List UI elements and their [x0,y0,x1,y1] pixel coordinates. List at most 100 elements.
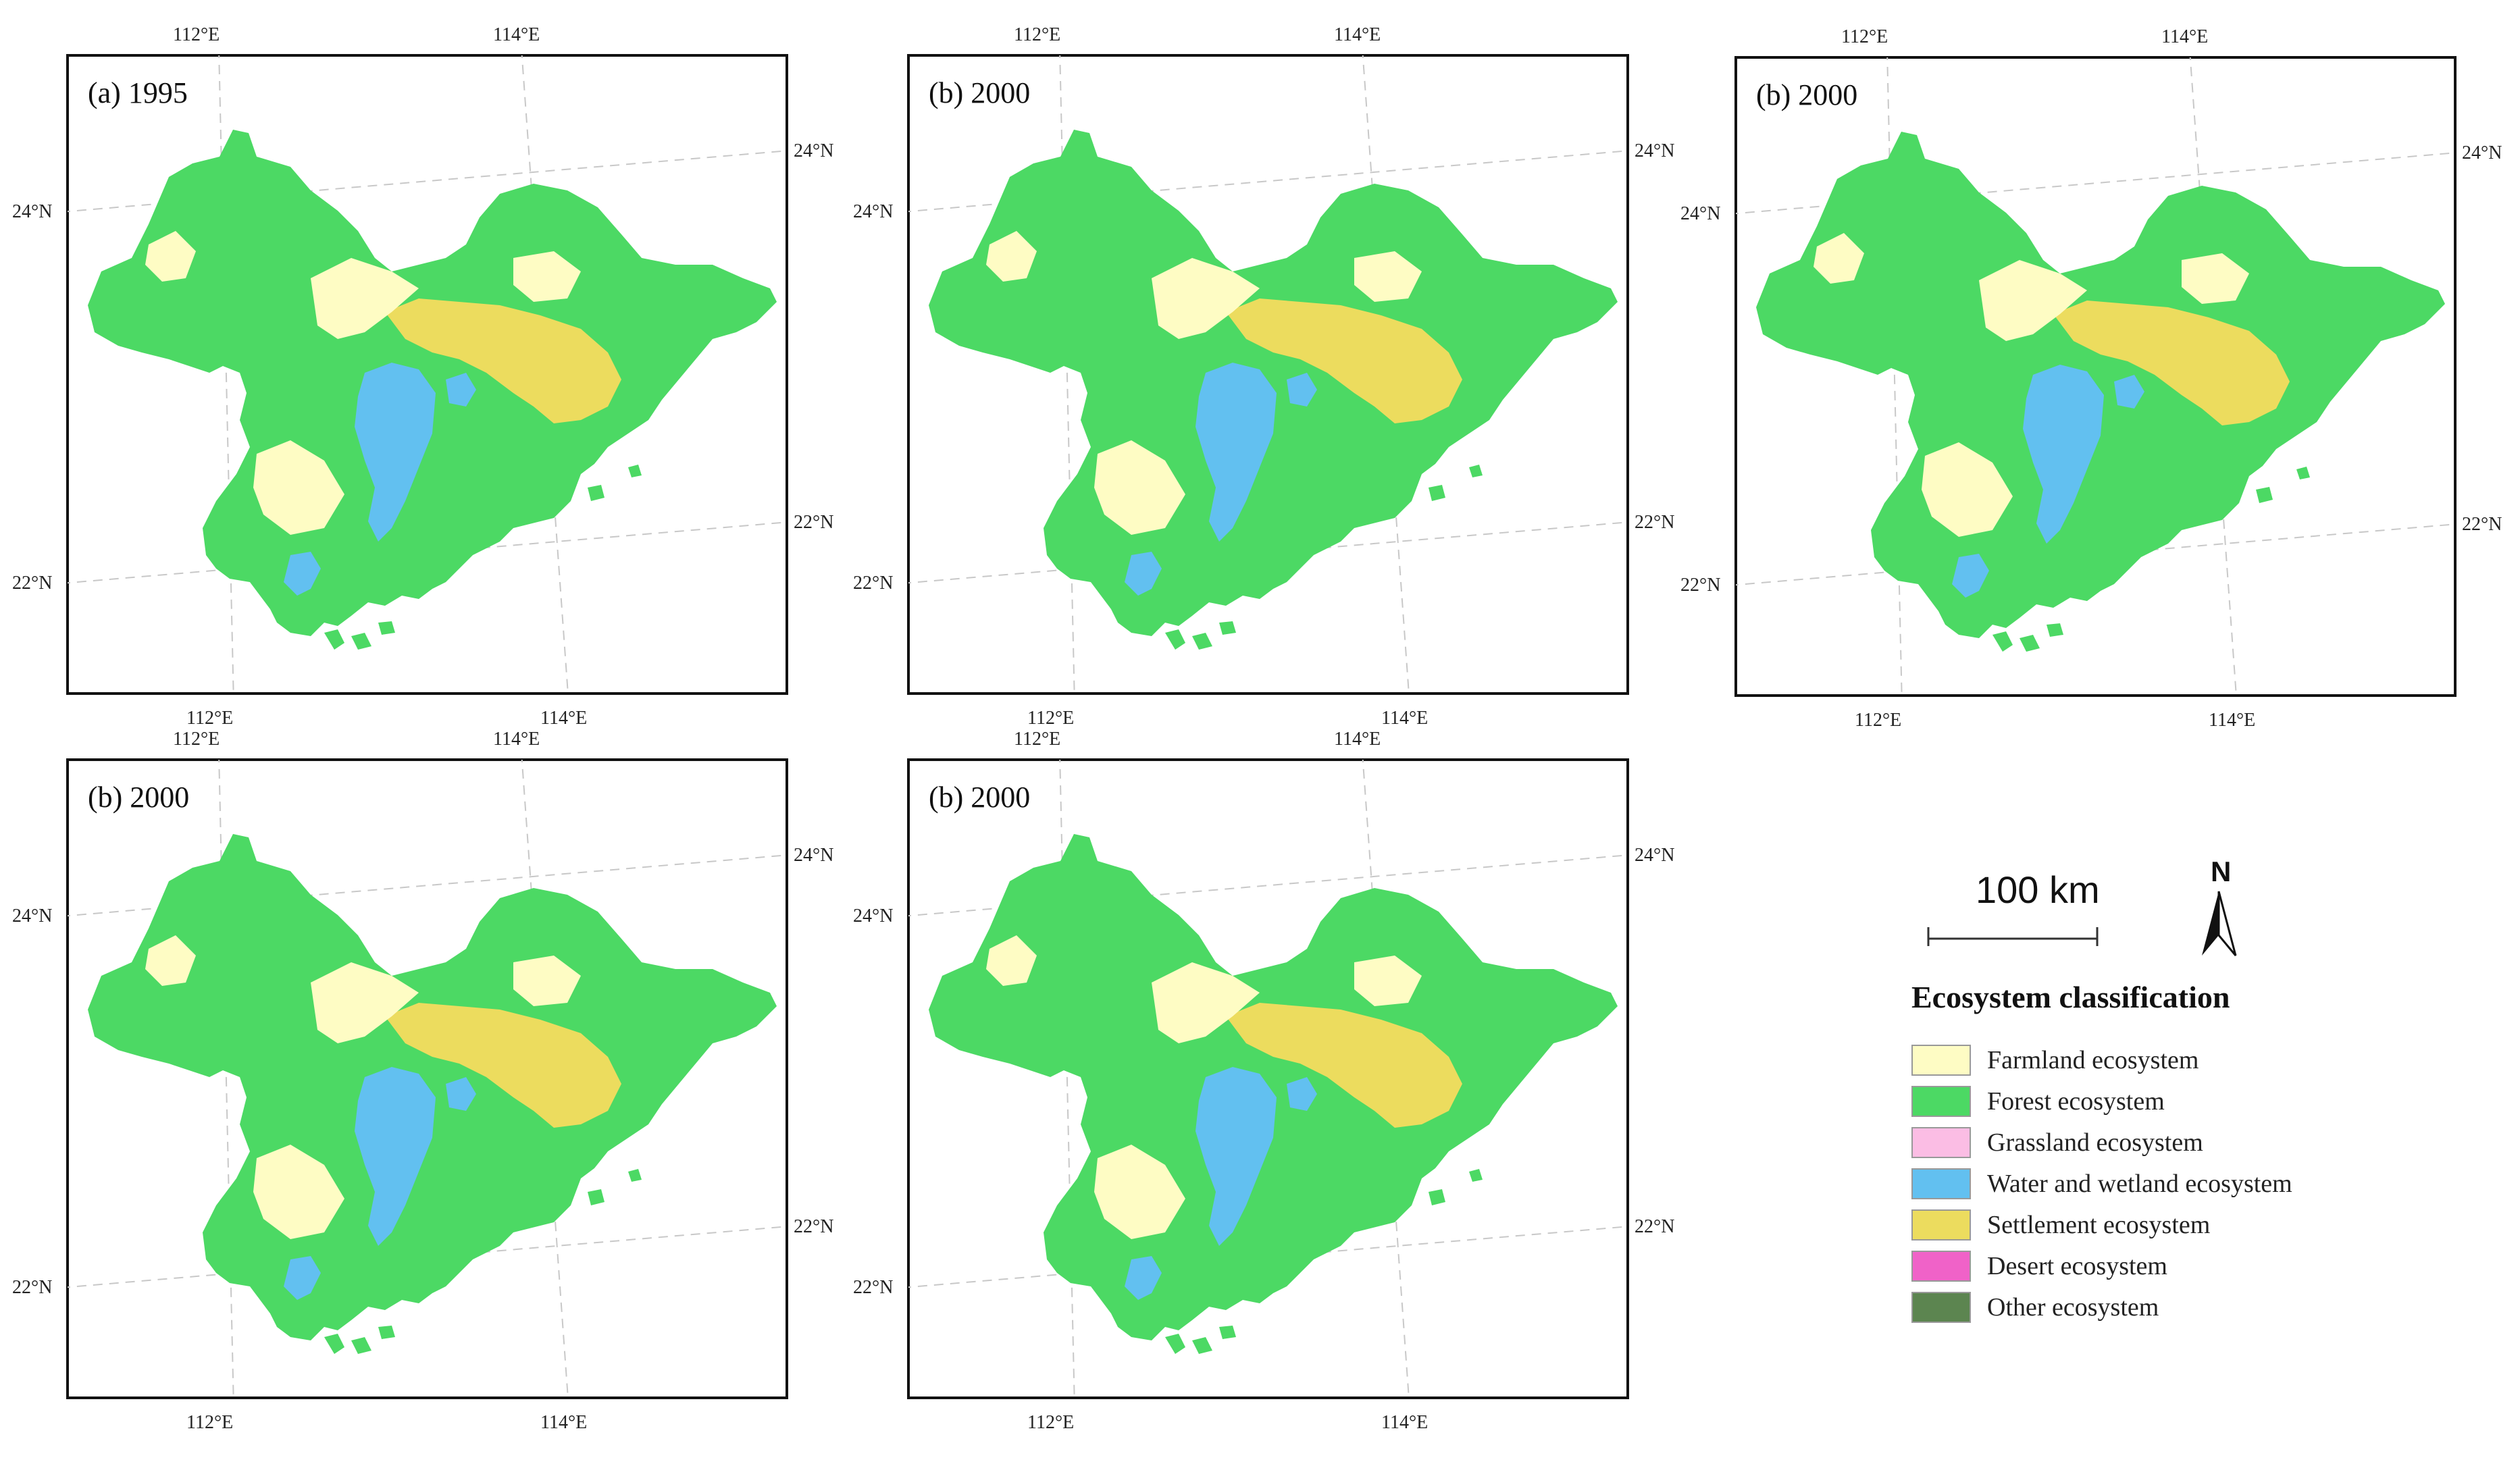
legend-title: Ecosystem classification [1911,980,2230,1014]
region-forest [88,834,777,1340]
region-water [1195,1067,1277,1246]
region-farmland [253,440,344,535]
lat-label-left-22: 22°N [853,1277,893,1298]
panel-title: (b) 2000 [1756,78,1857,111]
lat-label-left-24: 24°N [12,906,52,926]
region-farmland [145,231,196,282]
region-forest [1756,132,2445,638]
lon-label-bottom-112: 112°E [1027,708,1074,729]
region-water [1287,373,1317,407]
map-svg: (b) 2000 112°E 114°E 112°E 114°E 24°N 22… [853,24,1674,729]
lon-label-bottom-112: 112°E [186,1412,233,1433]
legend-label: Desert ecosystem [1987,1252,2167,1280]
region-farmland [513,251,581,302]
lon-label-bottom-114: 114°E [2209,710,2255,731]
region-farmland [2182,253,2249,304]
region-farmland [1094,440,1185,535]
legend-item: Grassland ecosystem [1911,1126,2203,1159]
region-forest [88,130,777,636]
region-farmland [253,1145,344,1239]
legend-swatch [1911,1045,1971,1076]
map-svg: (b) 2000 112°E 114°E 112°E 114°E 24°N 22… [853,729,1674,1433]
lat-label-left-22: 22°N [1680,575,1720,596]
legend-label: Other ecosystem [1987,1293,2159,1322]
lat-label-right-22: 22°N [2462,514,2502,535]
region-farmland [1922,442,2013,537]
region-farmland [513,956,581,1006]
north-arrow-label: N [2211,856,2231,887]
lat-label-right-24: 24°N [1635,140,1674,161]
lon-label-bottom-114: 114°E [540,1412,587,1433]
lat-label-left-24: 24°N [853,906,893,926]
panel-title: (b) 2000 [88,781,189,814]
lon-label-top-112: 112°E [1841,26,1888,47]
region-forest [929,834,1618,1340]
region-farmland [311,962,419,1043]
lon-label-top-112: 112°E [173,24,220,45]
region-farmland [1152,258,1260,339]
lat-label-left-22: 22°N [853,573,893,594]
legend-item: Other ecosystem [1911,1290,2159,1324]
region-farmland [1152,962,1260,1043]
lat-label-right-22: 22°N [1635,1216,1674,1237]
lon-label-top-112: 112°E [1014,729,1060,750]
lat-label-left-24: 24°N [853,201,893,222]
region-settlement [2053,301,2290,425]
map-svg: (a) 1995 112°E 114°E 112°E 114°E 24°N 22… [12,24,833,729]
region-settlement [385,298,621,423]
map-panel-c: (b) 2000 112°E 114°E 112°E 114°E 24°N 22… [1680,26,2502,760]
legend-item: Forest ecosystem [1911,1085,2165,1118]
map-svg: (b) 2000 112°E 114°E 112°E 114°E 24°N 22… [1680,26,2502,731]
region-farmland [1354,956,1422,1006]
map-panel-b: (b) 2000 112°E 114°E 112°E 114°E 24°N 22… [853,24,1674,758]
legend-swatch [1911,1251,1971,1282]
lat-label-right-24: 24°N [794,140,833,161]
lat-label-left-22: 22°N [12,573,52,594]
lat-label-left-24: 24°N [1680,203,1720,224]
lon-label-top-114: 114°E [2161,26,2208,47]
legend-label: Farmland ecosystem [1987,1046,2199,1074]
region-water [1287,1077,1317,1111]
legend-item: Water and wetland ecosystem [1911,1167,2292,1201]
legend-label: Settlement ecosystem [1987,1211,2211,1239]
north-arrow-icon: N [2202,856,2237,956]
legend-label: Water and wetland ecosystem [1987,1170,2292,1198]
lat-label-right-22: 22°N [1635,512,1674,533]
lon-label-top-114: 114°E [493,729,540,750]
lon-label-bottom-112: 112°E [186,708,233,729]
region-water [446,373,476,407]
legend-label: Forest ecosystem [1987,1087,2165,1116]
legend-label: Grassland ecosystem [1987,1128,2203,1157]
lat-label-right-24: 24°N [1635,845,1674,866]
lat-label-left-22: 22°N [12,1277,52,1298]
legend-swatch [1911,1292,1971,1323]
lon-label-top-112: 112°E [173,729,220,750]
region-water [355,1067,436,1246]
map-panel-e: (b) 2000 112°E 114°E 112°E 114°E 24°N 22… [853,729,1674,1462]
region-water [1125,1256,1162,1300]
lon-label-bottom-114: 114°E [540,708,587,729]
map-panel-d: (b) 2000 112°E 114°E 112°E 114°E 24°N 22… [12,729,833,1462]
region-farmland [1094,1145,1185,1239]
region-farmland [1979,260,2087,341]
region-farmland [1814,233,1864,284]
map-panel-a: (a) 1995 112°E 114°E 112°E 114°E 24°N 22… [12,24,833,758]
region-farmland [986,231,1037,282]
legend-item: Settlement ecosystem [1911,1208,2210,1242]
scale-bar [1927,927,2099,946]
region-farmland [145,935,196,986]
region-water [1125,552,1162,596]
region-farmland [986,935,1037,986]
region-water [284,552,321,596]
legend-swatch [1911,1209,1971,1241]
lat-label-right-22: 22°N [794,512,833,533]
panel-title: (a) 1995 [88,76,188,109]
lon-label-bottom-112: 112°E [1855,710,1901,731]
scale-bar-label: 100 km [1976,868,2100,911]
lon-label-bottom-114: 114°E [1381,1412,1428,1433]
region-settlement [1226,1003,1462,1128]
region-forest [929,130,1618,636]
region-water [446,1077,476,1111]
lat-label-right-24: 24°N [2462,142,2502,163]
lon-label-top-114: 114°E [493,24,540,45]
